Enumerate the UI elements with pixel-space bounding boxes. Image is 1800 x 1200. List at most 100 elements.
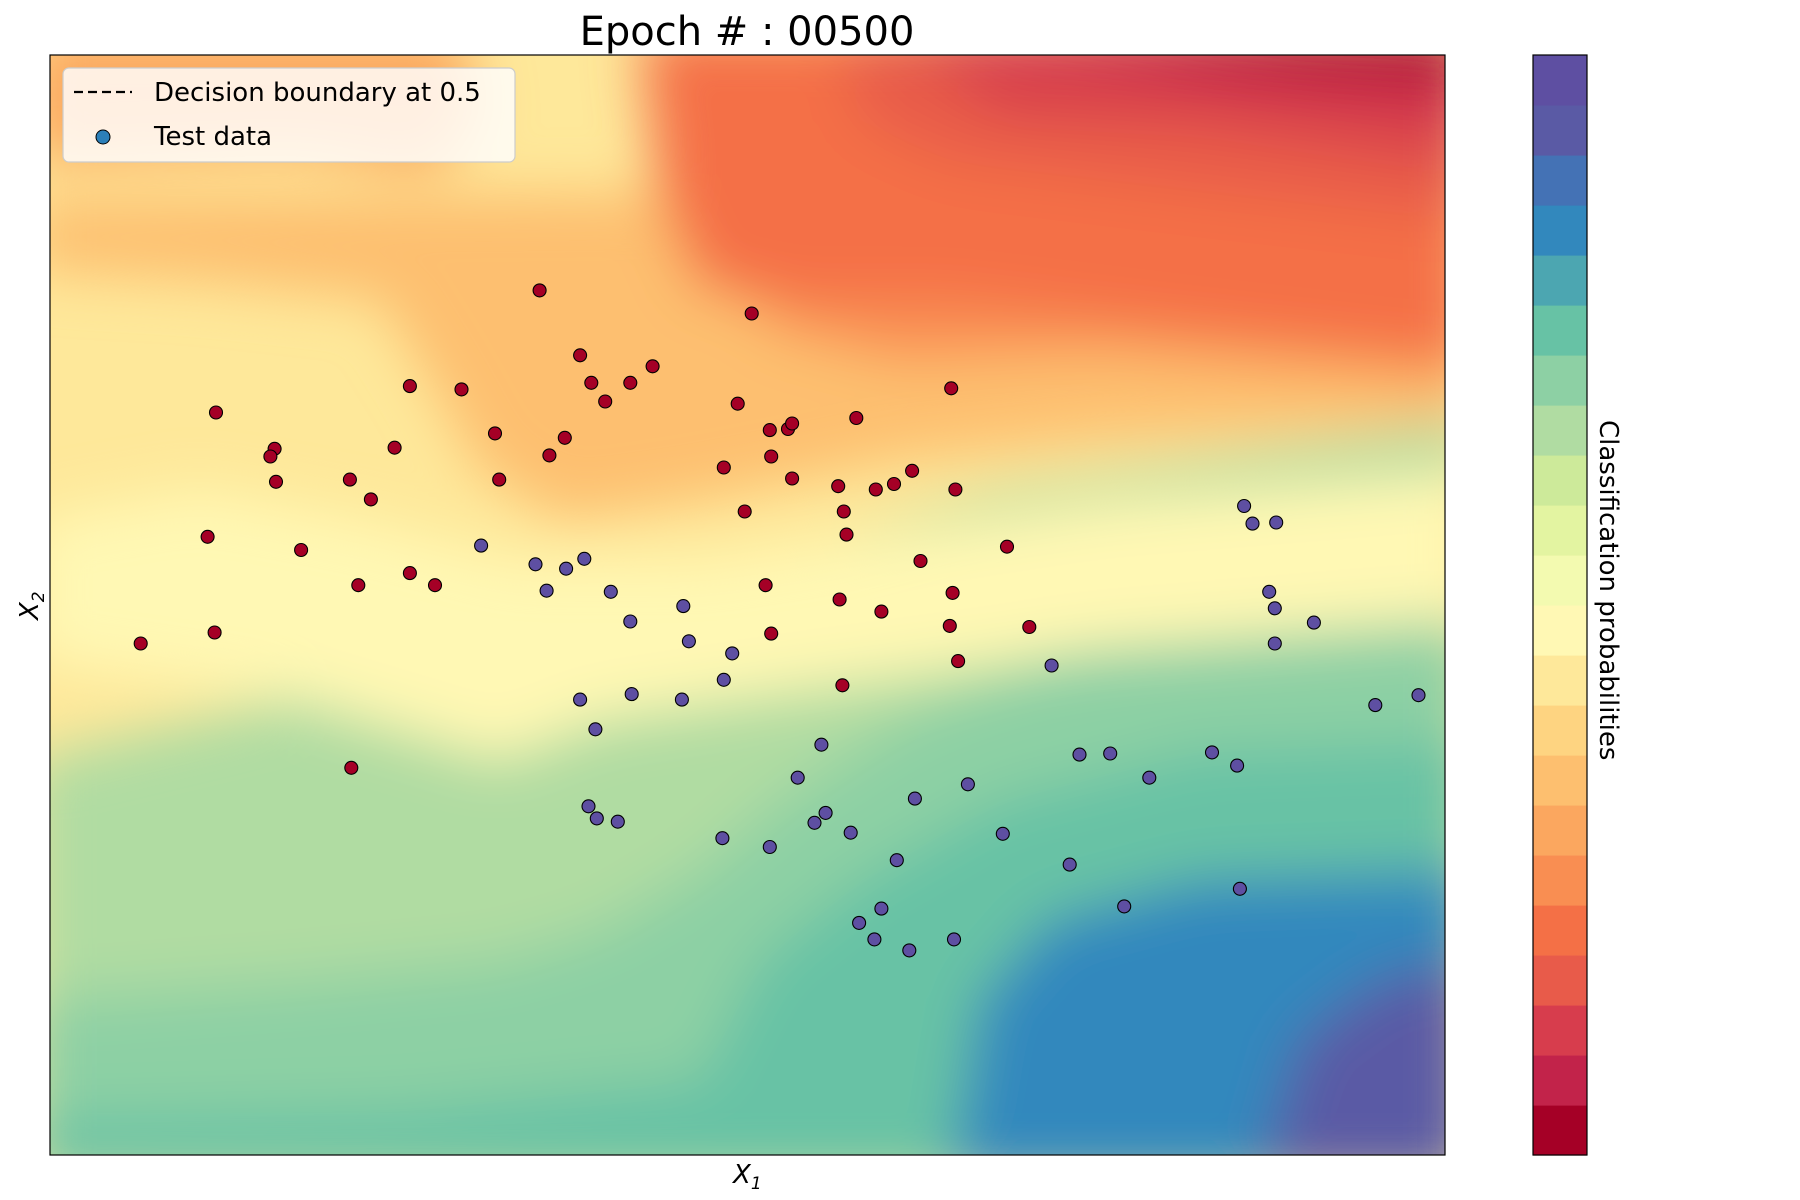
data-point-class-1	[681, 634, 696, 649]
data-point-class-1	[1232, 881, 1247, 896]
data-point-class-0	[492, 472, 507, 487]
legend-boundary-label: Decision boundary at 0.5	[154, 78, 481, 108]
data-point-class-0	[868, 482, 883, 497]
data-point-class-1	[474, 538, 489, 553]
svg-text:X2: X2	[15, 591, 49, 622]
colorbar-level-2	[1533, 1005, 1587, 1056]
data-point-class-0	[744, 306, 759, 321]
data-point-class-1	[624, 687, 639, 702]
data-point-class-0	[730, 396, 745, 411]
data-point-class-0	[598, 394, 613, 409]
colorbar-level-17	[1533, 255, 1587, 306]
data-point-class-0	[208, 405, 224, 420]
data-point-class-0	[737, 504, 752, 519]
colorbar	[1533, 55, 1587, 1156]
data-point-class-0	[886, 476, 902, 492]
data-point-class-0	[542, 448, 557, 463]
colorbar-level-5	[1533, 855, 1587, 906]
colorbar-level-9	[1533, 655, 1587, 706]
data-point-class-0	[427, 578, 443, 593]
data-point-class-1	[588, 722, 603, 737]
data-point-class-1	[603, 584, 618, 599]
data-point-class-0	[762, 423, 777, 438]
colorbar-level-13	[1533, 455, 1587, 506]
colorbar-level-15	[1533, 355, 1587, 406]
data-point-class-1	[902, 943, 917, 958]
data-point-class-0	[716, 460, 731, 475]
data-point-class-0	[849, 410, 864, 426]
colorbar-level-12	[1533, 505, 1587, 556]
data-point-class-1	[528, 557, 543, 572]
data-point-class-1	[1267, 601, 1282, 616]
colorbar-frame	[1532, 54, 1588, 1156]
data-point-class-1	[577, 551, 592, 566]
legend-test-data-label: Test data	[153, 122, 272, 152]
data-point-class-0	[645, 359, 660, 374]
data-point-class-1	[1044, 658, 1059, 673]
colorbar-level-10	[1533, 605, 1587, 656]
data-point-class-0	[1022, 619, 1037, 635]
data-point-class-1	[676, 599, 691, 614]
data-point-class-0	[942, 618, 957, 633]
data-point-class-0	[363, 492, 378, 507]
data-point-class-1	[725, 646, 740, 661]
data-point-class-1	[1262, 584, 1277, 599]
data-point-class-0	[200, 529, 215, 544]
data-point-class-0	[874, 604, 889, 619]
data-point-class-1	[907, 791, 922, 806]
chart-title: Epoch # : 00500	[580, 9, 915, 55]
data-point-class-0	[913, 553, 928, 569]
data-point-class-1	[716, 672, 731, 687]
data-point-class-0	[351, 578, 366, 593]
data-point-class-1	[995, 826, 1010, 841]
colorbar-level-3	[1533, 955, 1587, 1006]
data-point-class-1	[1072, 747, 1087, 762]
data-point-class-1	[852, 915, 867, 930]
data-point-class-1	[1117, 899, 1132, 914]
data-point-class-1	[573, 692, 588, 707]
data-point-class-1	[610, 814, 625, 829]
svg-text:X1: X1	[731, 1160, 762, 1194]
y-axis-label: X2	[15, 591, 49, 622]
colorbar-label-group: Classification probabilities	[1593, 420, 1623, 760]
data-point-class-1	[818, 805, 833, 820]
data-point-class-0	[951, 654, 966, 669]
data-point-class-1	[589, 811, 604, 826]
plot-frame	[49, 54, 1446, 1156]
data-point-class-0	[532, 283, 547, 298]
colorbar-level-19	[1533, 155, 1587, 206]
data-point-class-0	[344, 760, 359, 775]
data-point-class-1	[762, 839, 777, 855]
data-point-class-1	[889, 853, 904, 868]
data-point-class-0	[758, 578, 773, 593]
colorbar-level-4	[1533, 905, 1587, 956]
data-point-class-1	[807, 815, 822, 830]
colorbar-level-7	[1533, 755, 1587, 806]
data-point-class-0	[133, 636, 148, 651]
data-point-class-1	[960, 777, 975, 792]
y-axis-label-sub: 2	[29, 591, 49, 602]
colorbar-level-6	[1533, 805, 1587, 856]
data-point-class-1	[559, 561, 574, 576]
data-point-class-1	[623, 614, 638, 629]
data-point-class-1	[1237, 498, 1252, 514]
colorbar-level-21	[1533, 55, 1587, 106]
legend: Decision boundary at 0.5 Test data	[62, 67, 516, 163]
data-point-class-1	[1267, 636, 1282, 651]
data-point-class-1	[581, 799, 596, 814]
plot-area	[50, 55, 1445, 1155]
data-point-class-0	[268, 474, 284, 489]
scatter-points	[133, 283, 1426, 958]
data-point-class-1	[1368, 698, 1383, 713]
data-point-class-0	[832, 592, 847, 607]
data-point-class-1	[715, 831, 730, 846]
data-point-class-0	[557, 430, 572, 445]
data-point-class-0	[402, 379, 417, 394]
data-point-class-0	[584, 375, 599, 390]
data-point-class-1	[1306, 615, 1321, 630]
data-point-class-0	[785, 416, 800, 431]
data-point-class-1	[539, 583, 554, 598]
data-point-class-1	[1269, 515, 1284, 530]
data-point-class-1	[1411, 688, 1426, 703]
x-axis-label-sub: 1	[751, 1174, 762, 1194]
